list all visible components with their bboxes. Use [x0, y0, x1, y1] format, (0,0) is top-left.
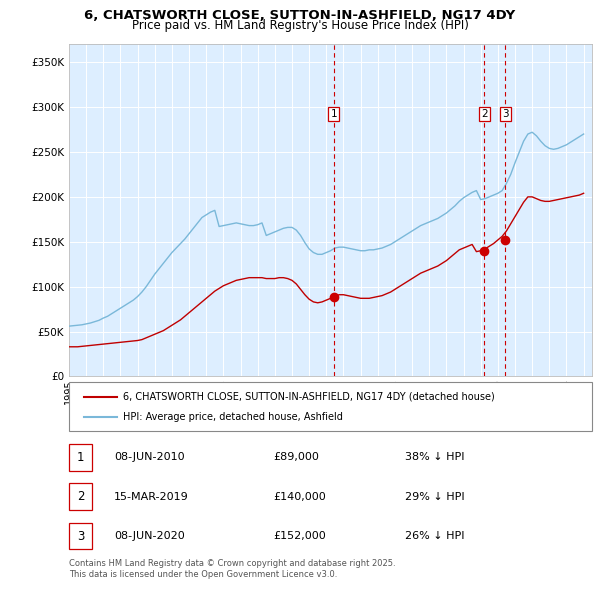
Text: 26% ↓ HPI: 26% ↓ HPI	[405, 531, 464, 541]
Text: Price paid vs. HM Land Registry's House Price Index (HPI): Price paid vs. HM Land Registry's House …	[131, 19, 469, 32]
Text: 2: 2	[481, 109, 488, 119]
Text: 29% ↓ HPI: 29% ↓ HPI	[405, 492, 464, 502]
Text: 3: 3	[502, 109, 509, 119]
Text: 15-MAR-2019: 15-MAR-2019	[114, 492, 189, 502]
Text: 1: 1	[331, 109, 337, 119]
Text: £89,000: £89,000	[273, 453, 319, 463]
Text: 08-JUN-2020: 08-JUN-2020	[114, 531, 185, 541]
Text: 38% ↓ HPI: 38% ↓ HPI	[405, 453, 464, 463]
Text: Contains HM Land Registry data © Crown copyright and database right 2025.
This d: Contains HM Land Registry data © Crown c…	[69, 559, 395, 579]
Text: £152,000: £152,000	[273, 531, 326, 541]
Text: 6, CHATSWORTH CLOSE, SUTTON-IN-ASHFIELD, NG17 4DY (detached house): 6, CHATSWORTH CLOSE, SUTTON-IN-ASHFIELD,…	[123, 392, 495, 402]
Text: HPI: Average price, detached house, Ashfield: HPI: Average price, detached house, Ashf…	[123, 412, 343, 422]
Text: 2: 2	[77, 490, 84, 503]
Text: 6, CHATSWORTH CLOSE, SUTTON-IN-ASHFIELD, NG17 4DY: 6, CHATSWORTH CLOSE, SUTTON-IN-ASHFIELD,…	[85, 9, 515, 22]
Text: 1: 1	[77, 451, 84, 464]
Text: 3: 3	[77, 530, 84, 543]
Text: £140,000: £140,000	[273, 492, 326, 502]
Text: 08-JUN-2010: 08-JUN-2010	[114, 453, 185, 463]
